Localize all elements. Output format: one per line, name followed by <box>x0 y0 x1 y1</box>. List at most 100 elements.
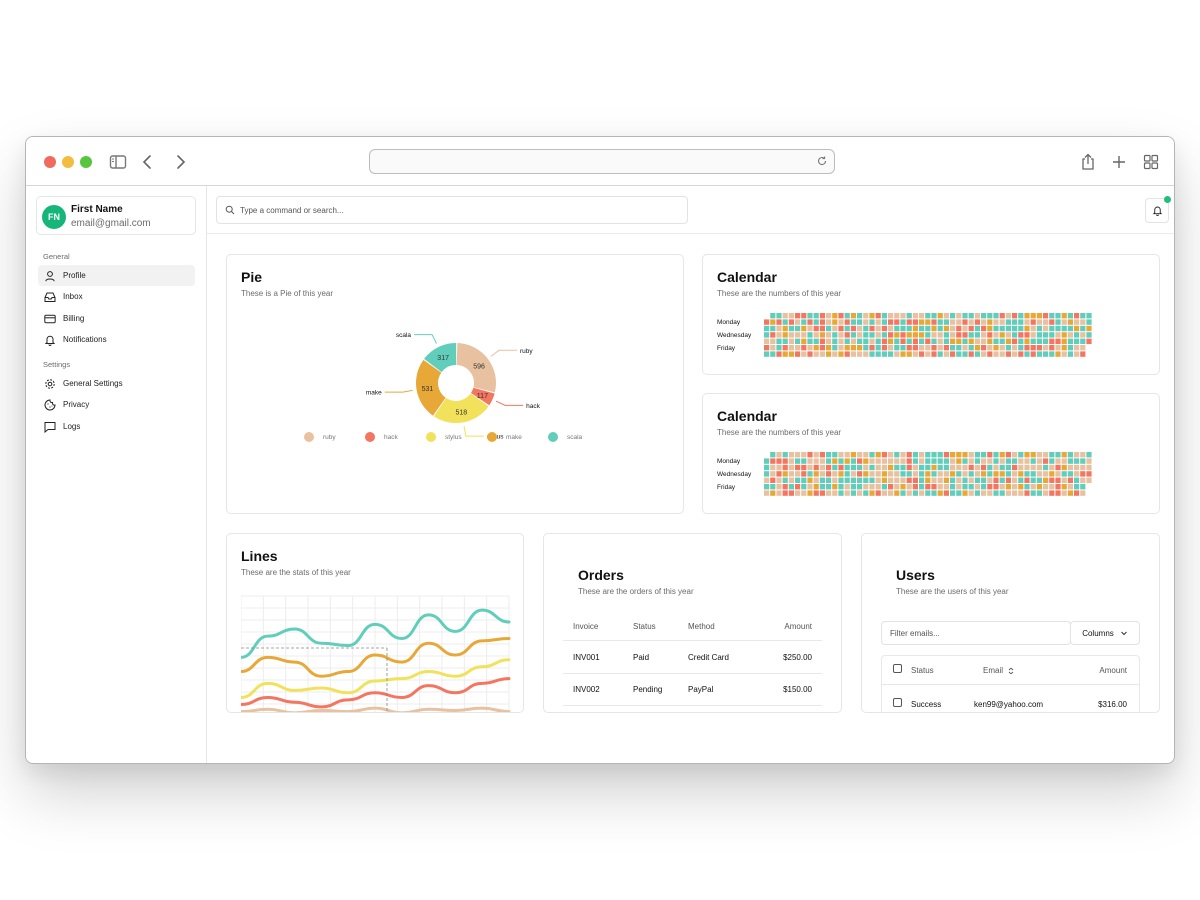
calendar-day-cell[interactable] <box>925 351 931 357</box>
user-card[interactable]: FN First Name email@gmail.com <box>36 196 196 235</box>
calendar-day-cell[interactable] <box>776 338 782 344</box>
calendar-day-cell[interactable] <box>1061 477 1067 483</box>
calendar-day-cell[interactable] <box>956 464 962 471</box>
calendar-day-cell[interactable] <box>1018 477 1024 483</box>
calendar-day-cell[interactable] <box>931 345 937 351</box>
calendar-day-cell[interactable] <box>1080 351 1086 357</box>
calendar-day-cell[interactable] <box>826 471 832 477</box>
calendar-day-cell[interactable] <box>981 477 987 483</box>
calendar-day-cell[interactable] <box>857 325 863 332</box>
calendar-day-cell[interactable] <box>968 345 974 351</box>
calendar-day-cell[interactable] <box>987 351 993 357</box>
calendar-day-cell[interactable] <box>919 313 925 319</box>
calendar-day-cell[interactable] <box>900 332 906 338</box>
calendar-day-cell[interactable] <box>999 313 1005 319</box>
calendar-day-cell[interactable] <box>962 319 968 325</box>
calendar-day-cell[interactable] <box>1018 464 1024 471</box>
calendar-day-cell[interactable] <box>869 452 875 458</box>
calendar-day-cell[interactable] <box>1005 452 1011 458</box>
calendar-day-cell[interactable] <box>1030 313 1036 319</box>
columns-button[interactable]: Columns <box>1070 621 1140 645</box>
calendar-day-cell[interactable] <box>807 452 813 458</box>
calendar-day-cell[interactable] <box>999 471 1005 477</box>
calendar-day-cell[interactable] <box>937 351 943 357</box>
calendar-day-cell[interactable] <box>925 477 931 483</box>
calendar-day-cell[interactable] <box>1080 325 1086 332</box>
sidebar-item-privacy[interactable]: Privacy <box>38 394 195 415</box>
calendar-day-cell[interactable] <box>937 490 943 496</box>
calendar-day-cell[interactable] <box>1012 338 1018 344</box>
calendar-day-cell[interactable] <box>832 458 838 464</box>
calendar-day-cell[interactable] <box>956 458 962 464</box>
calendar-day-cell[interactable] <box>881 477 887 483</box>
calendar-day-cell[interactable] <box>950 490 956 496</box>
calendar-day-cell[interactable] <box>764 338 770 344</box>
calendar-day-cell[interactable] <box>857 464 863 471</box>
calendar-day-cell[interactable] <box>1036 325 1042 332</box>
calendar-day-cell[interactable] <box>894 458 900 464</box>
calendar-day-cell[interactable] <box>819 458 825 464</box>
calendar-day-cell[interactable] <box>819 464 825 471</box>
calendar-day-cell[interactable] <box>968 313 974 319</box>
calendar-day-cell[interactable] <box>782 332 788 338</box>
calendar-day-cell[interactable] <box>1061 319 1067 325</box>
calendar-day-cell[interactable] <box>782 325 788 332</box>
calendar-day-cell[interactable] <box>925 484 931 490</box>
calendar-day-cell[interactable] <box>1018 351 1024 357</box>
calendar-day-cell[interactable] <box>869 338 875 344</box>
calendar-day-cell[interactable] <box>999 325 1005 332</box>
calendar-day-cell[interactable] <box>782 490 788 496</box>
calendar-day-cell[interactable] <box>844 313 850 319</box>
calendar-day-cell[interactable] <box>894 464 900 471</box>
calendar-day-cell[interactable] <box>974 313 980 319</box>
calendar-day-cell[interactable] <box>943 313 949 319</box>
calendar-day-cell[interactable] <box>956 345 962 351</box>
pie-slice-hack[interactable] <box>470 387 495 406</box>
calendar-day-cell[interactable] <box>956 332 962 338</box>
back-icon[interactable] <box>138 152 158 172</box>
calendar-day-cell[interactable] <box>1067 345 1073 351</box>
calendar-day-cell[interactable] <box>912 338 918 344</box>
calendar-day-cell[interactable] <box>869 471 875 477</box>
calendar-day-cell[interactable] <box>1055 464 1061 471</box>
calendar-day-cell[interactable] <box>1005 351 1011 357</box>
calendar-day-cell[interactable] <box>838 490 844 496</box>
calendar-day-cell[interactable] <box>943 338 949 344</box>
calendar-day-cell[interactable] <box>919 319 925 325</box>
calendar-day-cell[interactable] <box>1043 325 1049 332</box>
calendar-day-cell[interactable] <box>1086 458 1092 464</box>
calendar-day-cell[interactable] <box>788 458 794 464</box>
calendar-day-cell[interactable] <box>795 338 801 344</box>
calendar-day-cell[interactable] <box>1067 351 1073 357</box>
calendar-day-cell[interactable] <box>1024 452 1030 458</box>
calendar-day-cell[interactable] <box>788 484 794 490</box>
calendar-day-cell[interactable] <box>863 458 869 464</box>
calendar-day-cell[interactable] <box>782 319 788 325</box>
calendar-day-cell[interactable] <box>1024 458 1030 464</box>
calendar-day-cell[interactable] <box>1080 464 1086 471</box>
calendar-day-cell[interactable] <box>875 351 881 357</box>
calendar-day-cell[interactable] <box>795 345 801 351</box>
calendar-day-cell[interactable] <box>999 484 1005 490</box>
pie-slice-make[interactable] <box>416 359 446 416</box>
calendar-day-cell[interactable] <box>1043 484 1049 490</box>
calendar-day-cell[interactable] <box>950 332 956 338</box>
calendar-day-cell[interactable] <box>1036 477 1042 483</box>
calendar-day-cell[interactable] <box>850 319 856 325</box>
sidebar-item-profile[interactable]: Profile <box>38 265 195 286</box>
calendar-day-cell[interactable] <box>1012 313 1018 319</box>
calendar-day-cell[interactable] <box>937 464 943 471</box>
calendar-day-cell[interactable] <box>1074 345 1080 351</box>
calendar-day-cell[interactable] <box>1030 332 1036 338</box>
calendar-day-cell[interactable] <box>968 471 974 477</box>
calendar-day-cell[interactable] <box>832 490 838 496</box>
calendar-day-cell[interactable] <box>900 351 906 357</box>
series-line[interactable] <box>241 706 511 713</box>
calendar-day-cell[interactable] <box>931 452 937 458</box>
calendar-day-cell[interactable] <box>1005 484 1011 490</box>
calendar-day-cell[interactable] <box>1067 325 1073 332</box>
calendar-day-cell[interactable] <box>968 452 974 458</box>
calendar-day-cell[interactable] <box>1074 325 1080 332</box>
calendar-day-cell[interactable] <box>993 452 999 458</box>
calendar-day-cell[interactable] <box>968 477 974 483</box>
